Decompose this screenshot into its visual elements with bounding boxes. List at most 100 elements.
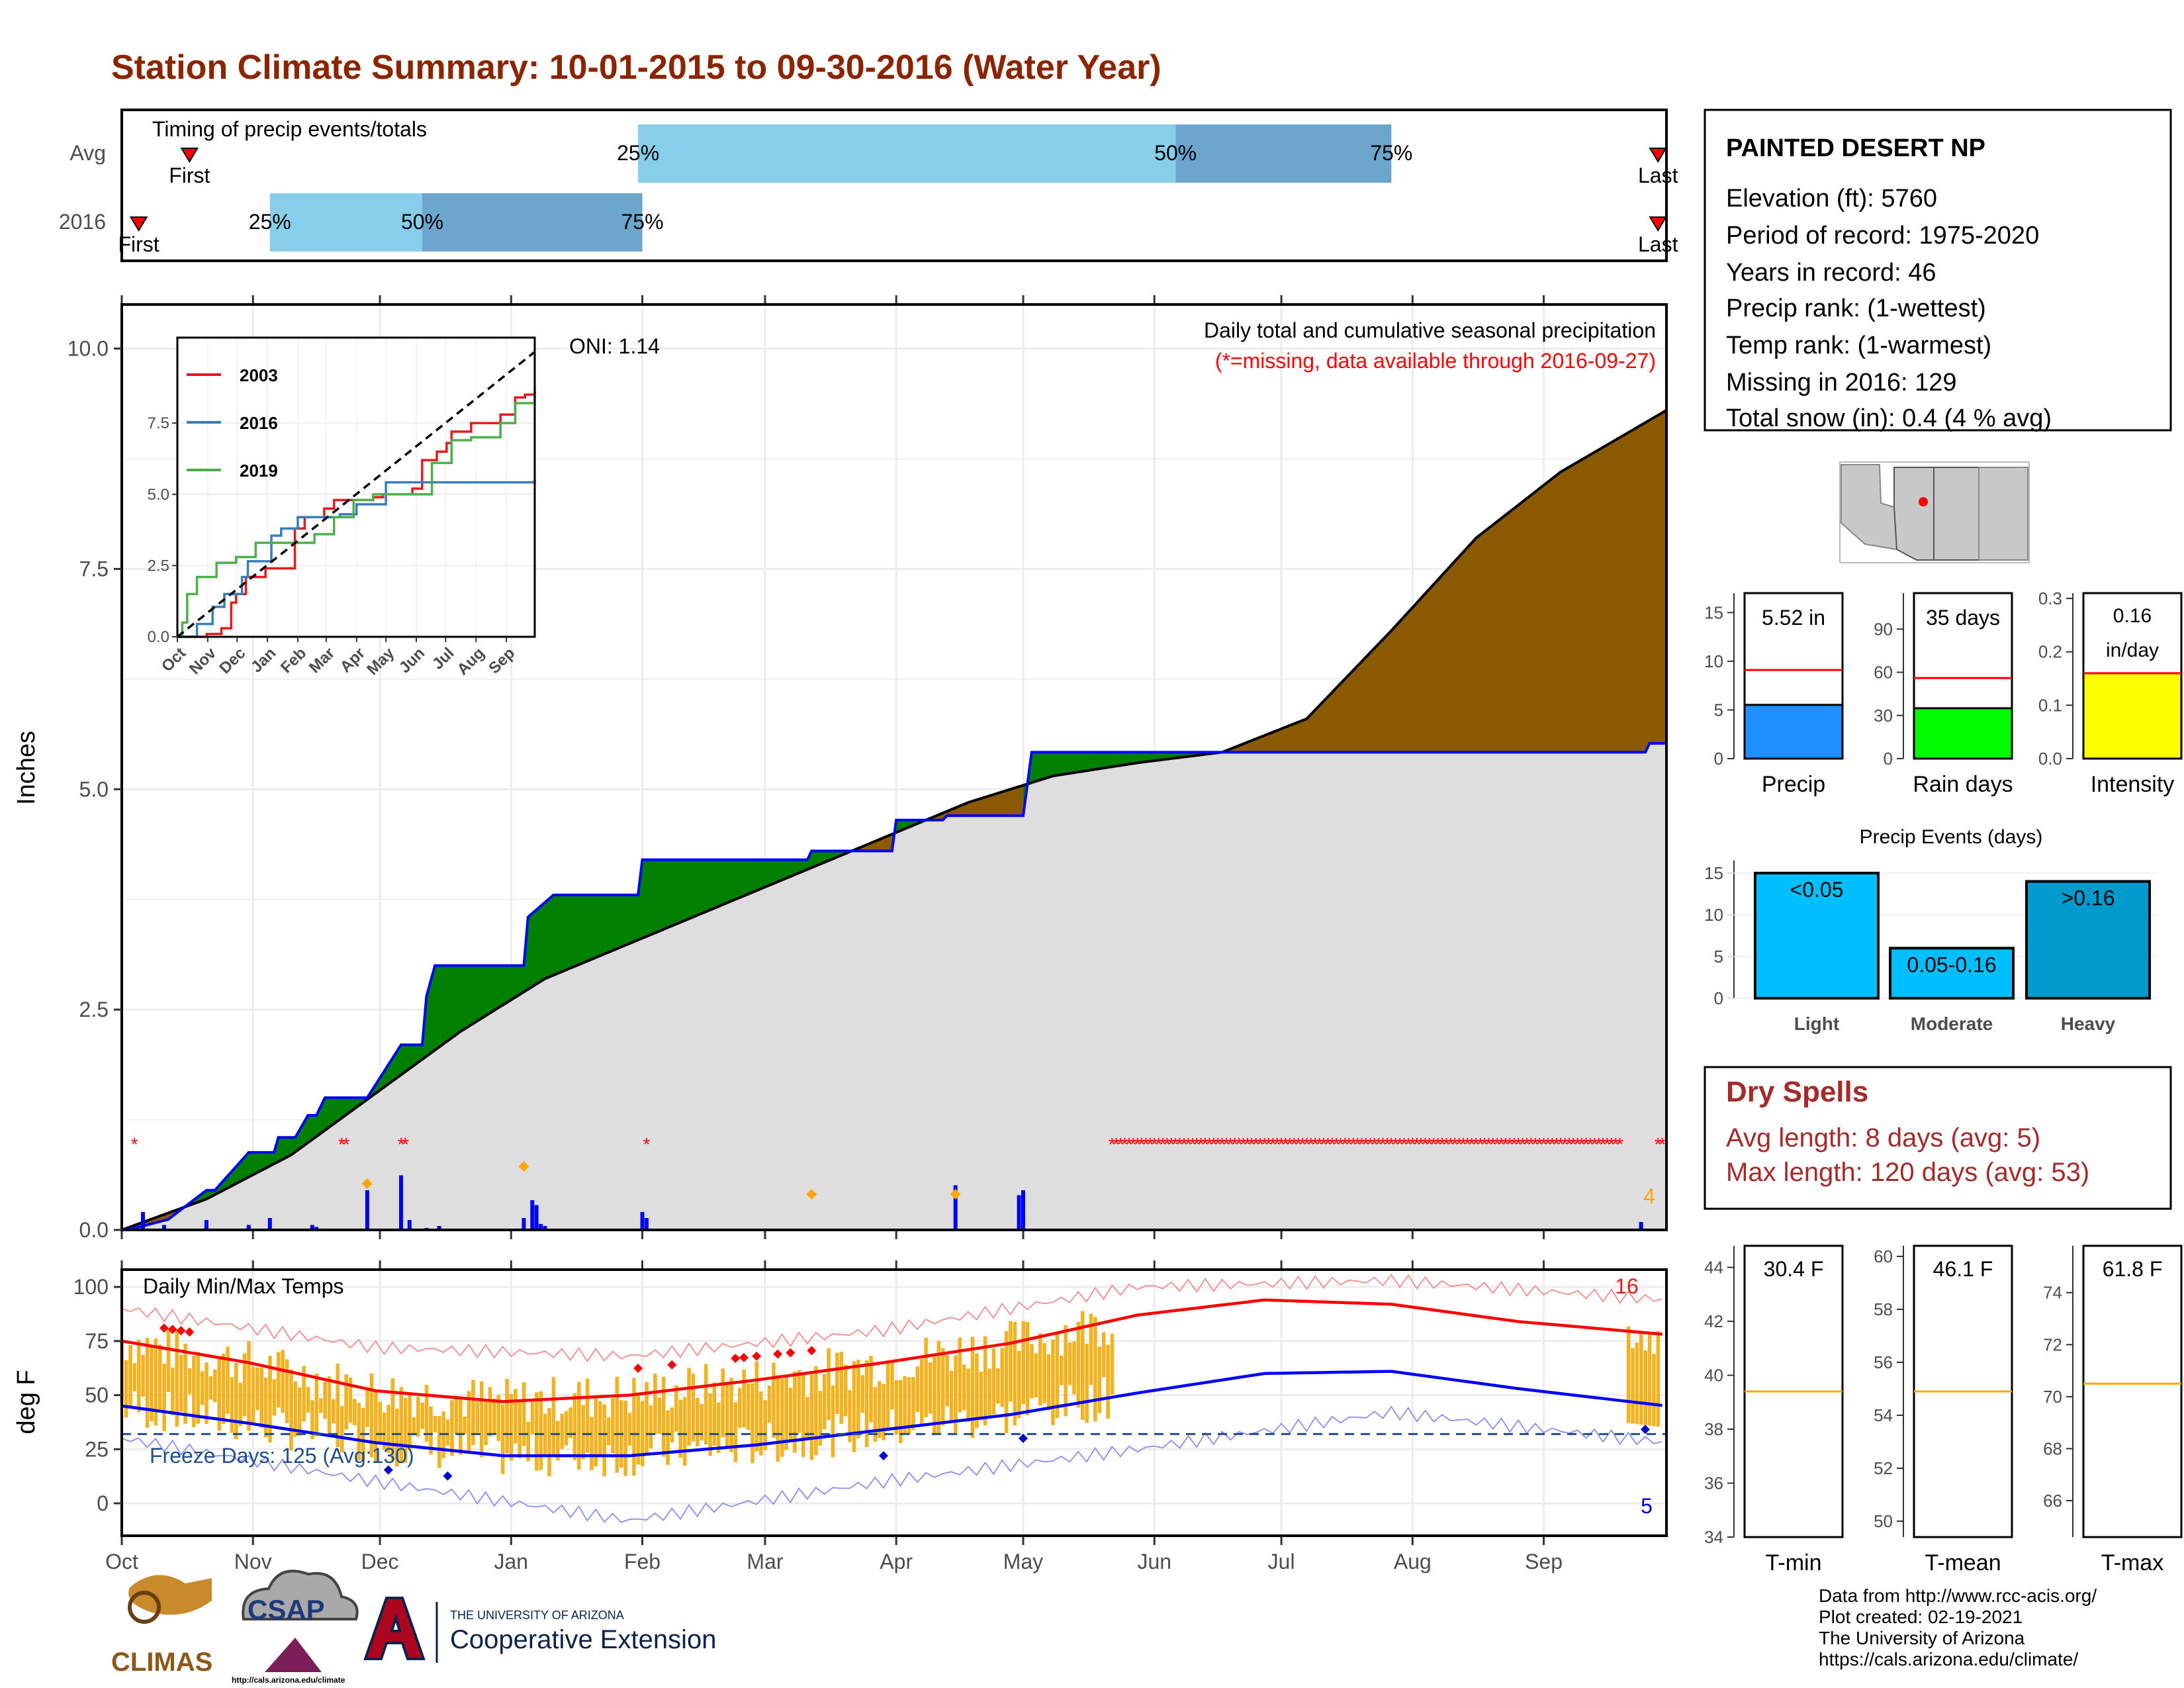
daily-temp-bar — [158, 1344, 162, 1412]
precip-above-normal-area — [181, 851, 850, 1210]
missing-day-marker: * — [1163, 1134, 1171, 1154]
temp-bar-y-tick-label: 56 — [1874, 1352, 1893, 1372]
daily-temp-bar — [1089, 1313, 1093, 1385]
missing-day-marker: * — [1227, 1134, 1234, 1154]
daily-temp-bar — [281, 1350, 285, 1413]
daily-temp-bar — [1101, 1332, 1106, 1378]
precip-events-title: Precip Events (days) — [1860, 826, 2043, 848]
daily-temp-bar — [949, 1371, 954, 1422]
daily-temp-bar — [420, 1402, 425, 1429]
daily-temp-bar — [150, 1346, 154, 1422]
missing-day-marker: * — [1468, 1134, 1475, 1154]
daily-temp-bar — [433, 1416, 437, 1432]
month-label: Jun — [1137, 1550, 1171, 1573]
missing-day-marker: * — [1328, 1134, 1336, 1154]
daily-temp-bar — [763, 1400, 767, 1450]
climas-sun-icon — [128, 1591, 161, 1624]
daily-temp-bar — [657, 1397, 662, 1434]
snow-marker — [950, 1189, 961, 1199]
daily-temp-bar — [1631, 1348, 1635, 1424]
daily-temp-bar — [991, 1348, 996, 1415]
missing-day-marker: * — [1358, 1134, 1365, 1154]
missing-day-marker: * — [1418, 1134, 1425, 1154]
mini-y-tick-label: 10 — [1704, 651, 1723, 671]
daily-temp-bar — [518, 1400, 522, 1458]
temp-title: Daily Min/Max Temps — [143, 1274, 343, 1298]
temp-y-tick-label: 50 — [85, 1383, 109, 1407]
record-high-marker — [667, 1360, 677, 1370]
daily-temp-bar — [293, 1381, 298, 1437]
daily-temp-bar — [602, 1404, 606, 1476]
temp-bar-y-tick-label: 34 — [1704, 1527, 1723, 1547]
mini-y-tick-label: 30 — [1874, 706, 1893, 726]
missing-day-marker: * — [1265, 1134, 1272, 1154]
daily-temp-bar — [514, 1389, 518, 1444]
daily-temp-bar — [936, 1340, 941, 1434]
timing-bar-upper-2016 — [422, 193, 643, 252]
missing-day-marker: * — [1197, 1134, 1205, 1154]
ua-logo: THE UNIVERSITY OF ARIZONA Cooperative Ex… — [363, 1597, 716, 1663]
daily-temp-bar — [332, 1399, 336, 1424]
temp-y-tick-label: 0 — [97, 1491, 109, 1515]
record-high-marker — [786, 1348, 796, 1358]
daily-temp-bar — [590, 1417, 594, 1471]
daily-temp-bar — [569, 1407, 572, 1438]
temp-bar-y-tick-label: 70 — [2043, 1387, 2062, 1407]
first-event-marker — [180, 148, 199, 163]
mini-value-text: 5.52 in — [1762, 606, 1825, 630]
mini-y-tick-label: 5 — [1714, 700, 1723, 720]
oni-value: ONI: 1.14 — [569, 334, 660, 358]
first-event-label: First — [169, 164, 210, 187]
missing-day-marker: * — [1464, 1134, 1471, 1154]
daily-temp-bar — [869, 1356, 873, 1423]
daily-temp-bar — [306, 1387, 310, 1413]
daily-temp-bar — [285, 1359, 289, 1423]
last-event-label: Last — [1638, 232, 1678, 256]
daily-temp-bar — [1093, 1317, 1097, 1422]
missing-day-marker: * — [1333, 1134, 1340, 1154]
daily-temp-bar — [940, 1348, 945, 1426]
daily-temp-bar — [1076, 1321, 1081, 1408]
missing-day-marker: * — [1494, 1134, 1501, 1154]
temp-bar-y-tick-label: 58 — [1874, 1299, 1893, 1319]
missing-day-marker: * — [1404, 1134, 1412, 1154]
logos: CLIMAS CSAP http://cals.arizona.edu/clim… — [111, 1570, 716, 1685]
dry-spells-avg: Avg length: 8 days (avg: 5) — [1726, 1123, 2040, 1152]
daily-temp-bar — [437, 1416, 441, 1468]
daily-temp-bar — [374, 1391, 378, 1462]
timing-pct-label: 75% — [621, 210, 664, 234]
daily-temp-bar — [1059, 1355, 1064, 1385]
daily-temp-bar — [187, 1368, 192, 1395]
month-label: Aug — [1394, 1550, 1432, 1573]
daily-temp-bar — [996, 1368, 1000, 1404]
missing-day-marker: * — [1604, 1134, 1611, 1154]
precip-missing-note: (*=missing, data available through 2016-… — [1215, 349, 1656, 373]
daily-temp-bar — [171, 1368, 175, 1416]
precip-daily-bar — [530, 1200, 535, 1230]
missing-day-marker: * — [1396, 1134, 1404, 1154]
daily-temp-bar — [975, 1353, 979, 1429]
daily-temp-bar — [124, 1360, 128, 1418]
daily-temp-bar — [230, 1377, 234, 1433]
missing-day-marker: * — [1218, 1134, 1226, 1154]
temp-bar-y-tick-label: 40 — [1704, 1366, 1723, 1385]
mini-y-tick-label: 0 — [1884, 749, 1893, 769]
missing-day-marker: * — [1172, 1134, 1179, 1154]
daily-temp-bar — [831, 1385, 835, 1458]
precip-daily-bar — [640, 1212, 645, 1230]
precip-normal-area — [122, 743, 1666, 1230]
temp-bar-y-tick-label: 74 — [2043, 1283, 2062, 1303]
mini-bar-label: Precip — [1762, 772, 1825, 797]
daily-temp-bar — [1110, 1333, 1115, 1395]
mini-y-tick-label: 0.2 — [2038, 642, 2062, 662]
month-label: Feb — [624, 1550, 660, 1573]
precip-daily-bar — [399, 1175, 404, 1230]
daily-temp-bar — [636, 1392, 641, 1465]
missing-day-marker: * — [1134, 1134, 1141, 1154]
missing-day-marker: * — [1181, 1134, 1188, 1154]
daily-temp-bar — [259, 1368, 264, 1428]
daily-temp-bar — [835, 1352, 839, 1414]
station-location-marker — [1919, 497, 1928, 506]
daily-temp-bar — [873, 1387, 878, 1442]
